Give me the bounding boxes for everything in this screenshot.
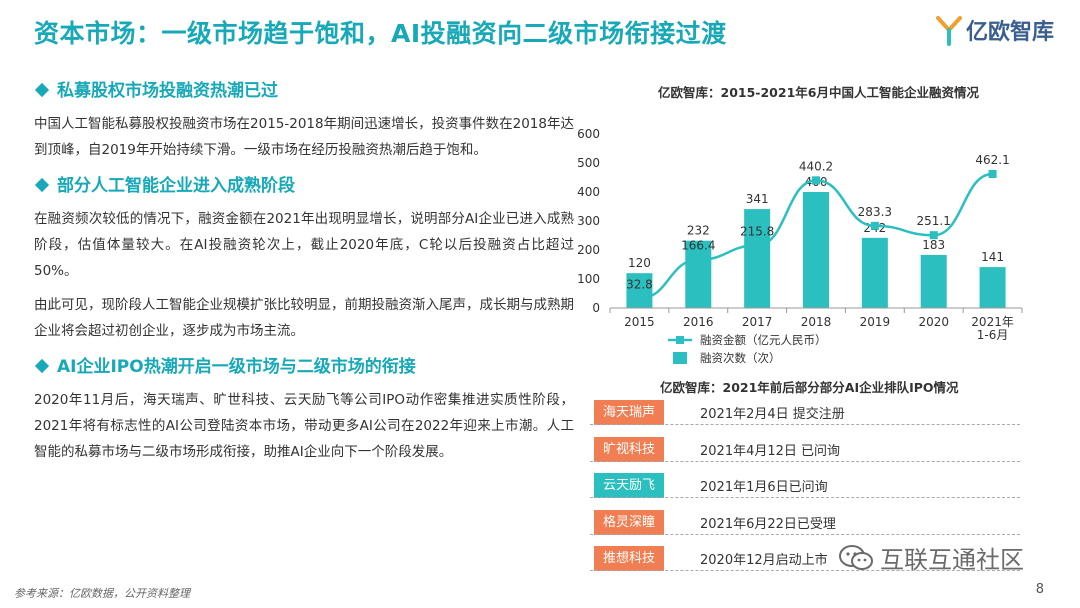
ipo-row: 海天瑞声 2021年2月4日 提交注册 — [590, 400, 1020, 425]
ipo-company-tag: 海天瑞声 — [594, 400, 664, 425]
bar-mark — [861, 237, 888, 308]
dashed-divider — [590, 497, 1020, 498]
section-paragraph: 2020年11月后，海天瑞声、旷世科技、云天励飞等公司IPO动作密集推进实质性阶… — [34, 392, 574, 460]
line-data-label: 440.2 — [799, 159, 833, 173]
bar-data-label: 120 — [628, 256, 651, 270]
page-title: 资本市场：一级市场趋于饱和，AI投融资向二级市场衔接过渡 — [34, 19, 727, 48]
y-tick-label: 0 — [592, 301, 600, 315]
ipo-company-tag: 格灵深瞳 — [594, 509, 664, 535]
ipo-table-title: 亿欧智库：2021年前后部分部分AI企业排队IPO情况 — [660, 380, 959, 395]
ipo-company-tag: 旷视科技 — [594, 436, 664, 462]
watermark-text: 互联互通社区 — [880, 546, 1024, 574]
x-tick-label: 2018 — [801, 315, 832, 329]
y-tick-label: 500 — [577, 156, 600, 170]
x-tick-label: 2019 — [860, 315, 891, 329]
logo-text: 亿欧智库 — [965, 20, 1054, 45]
bar-mark — [920, 254, 947, 308]
line-point — [812, 176, 820, 185]
bar-data-label: 341 — [746, 192, 769, 206]
financing-chart: 0100200300400500600120232341400242183141… — [577, 127, 1023, 365]
ipo-row: 云天励飞 2021年1月6日已问询 — [590, 473, 1020, 498]
ipo-status: 2021年6月22日已受理 — [700, 516, 836, 532]
line-point — [870, 221, 879, 230]
line-data-label: 283.3 — [858, 205, 892, 219]
ipo-row: 格灵深瞳 2021年6月22日已受理 — [590, 509, 1020, 535]
brand-logo: 亿欧智库 — [935, 14, 1054, 46]
line-point — [929, 231, 938, 240]
section-heading-mature-stage: 部分人工智能企业进入成熟阶段 — [34, 171, 574, 196]
ipo-status: 2021年4月12日 已问询 — [700, 443, 841, 459]
x-tick-label: 2021年 — [971, 315, 1014, 329]
diamond-bullet-icon — [34, 358, 50, 374]
dashed-divider — [590, 424, 1020, 425]
bar-data-label: 232 — [687, 224, 710, 238]
ipo-company-tag: 推想科技 — [594, 546, 664, 571]
bar-mark — [803, 192, 829, 308]
chart-title: 亿欧智库：2015-2021年6月中国人工智能企业融资情况 — [658, 85, 979, 100]
page-number: 8 — [1035, 582, 1044, 597]
y-tick-label: 400 — [577, 185, 600, 199]
section-paragraph: 在融资频次较低的情况下，融资金额在2021年出现明显增长，说明部分AI企业已进入… — [34, 211, 574, 279]
line-point — [694, 255, 703, 264]
section-heading-ipo: AI企业IPO热潮开启一级市场与二级市场的衔接 — [34, 352, 574, 377]
x-tick-label: 2016 — [683, 315, 714, 329]
bar-mark — [979, 267, 1006, 308]
dashed-divider — [590, 570, 1020, 571]
line-point — [988, 169, 997, 178]
dashed-divider — [590, 533, 1020, 535]
section-paragraph: 中国人工智能私募股权投融资市场在2015-2018年期间迅速增长，投资事件数在2… — [34, 116, 574, 158]
text-column: 私募股权市场投融资热潮已过 中国人工智能私募股权投融资市场在2015-2018年… — [34, 76, 574, 473]
watermark: 互联互通社区 — [838, 540, 1024, 575]
line-data-label: 215.8 — [740, 224, 774, 238]
line-data-label: 462.1 — [975, 153, 1009, 167]
ipo-list: 海天瑞声 2021年2月4日 提交注册 旷视科技 2021年4月12日 已问询 … — [590, 400, 1020, 583]
ipo-status: 2020年12月启动上市 — [700, 553, 828, 568]
section-heading-private-equity: 私募股权市场投融资热潮已过 — [34, 76, 574, 101]
line-data-label: 166.4 — [681, 239, 715, 253]
section-paragraph: 由此可见，现阶段人工智能企业规模扩张比较明显，前期投融资渐入尾声，成长期与成熟期… — [34, 297, 574, 339]
diamond-bullet-icon — [34, 82, 50, 98]
line-point — [753, 241, 762, 250]
legend-bar-swatch — [673, 352, 687, 364]
line-data-label: 251.1 — [917, 214, 951, 228]
ipo-status: 2021年2月4日 提交注册 — [700, 407, 845, 422]
bar-mark — [744, 209, 771, 308]
bar-data-label: 141 — [981, 250, 1004, 264]
x-tick-label: 1-6月 — [977, 328, 1009, 342]
ipo-row: 推想科技 2020年12月启动上市 — [590, 546, 1020, 571]
y-tick-label: 200 — [577, 243, 600, 257]
y-tick-label: 100 — [577, 272, 600, 286]
dashed-divider — [590, 460, 1020, 462]
y-tick-label: 300 — [577, 214, 600, 228]
y-tick-label: 600 — [577, 127, 600, 141]
source-note: 参考来源：亿欧数据，公开资料整理 — [14, 587, 190, 600]
legend-line-marker — [676, 336, 684, 344]
line-data-label: 32.8 — [626, 277, 653, 291]
x-tick-label: 2017 — [742, 315, 773, 329]
legend-label: 融资金额（亿元人民币） — [700, 333, 827, 347]
x-tick-label: 2015 — [624, 315, 655, 329]
bar-data-label: 183 — [922, 238, 945, 252]
ipo-status: 2021年1月6日已问询 — [700, 480, 828, 495]
x-tick-label: 2020 — [918, 315, 949, 329]
wechat-icon — [839, 544, 873, 570]
bar-mark — [685, 240, 712, 308]
ipo-company-tag: 云天励飞 — [594, 473, 664, 498]
line-point — [635, 294, 644, 303]
diamond-bullet-icon — [34, 177, 50, 193]
legend-label: 融资次数（次） — [700, 351, 781, 365]
logo-icon — [935, 16, 962, 46]
ipo-row: 旷视科技 2021年4月12日 已问询 — [590, 436, 1020, 462]
